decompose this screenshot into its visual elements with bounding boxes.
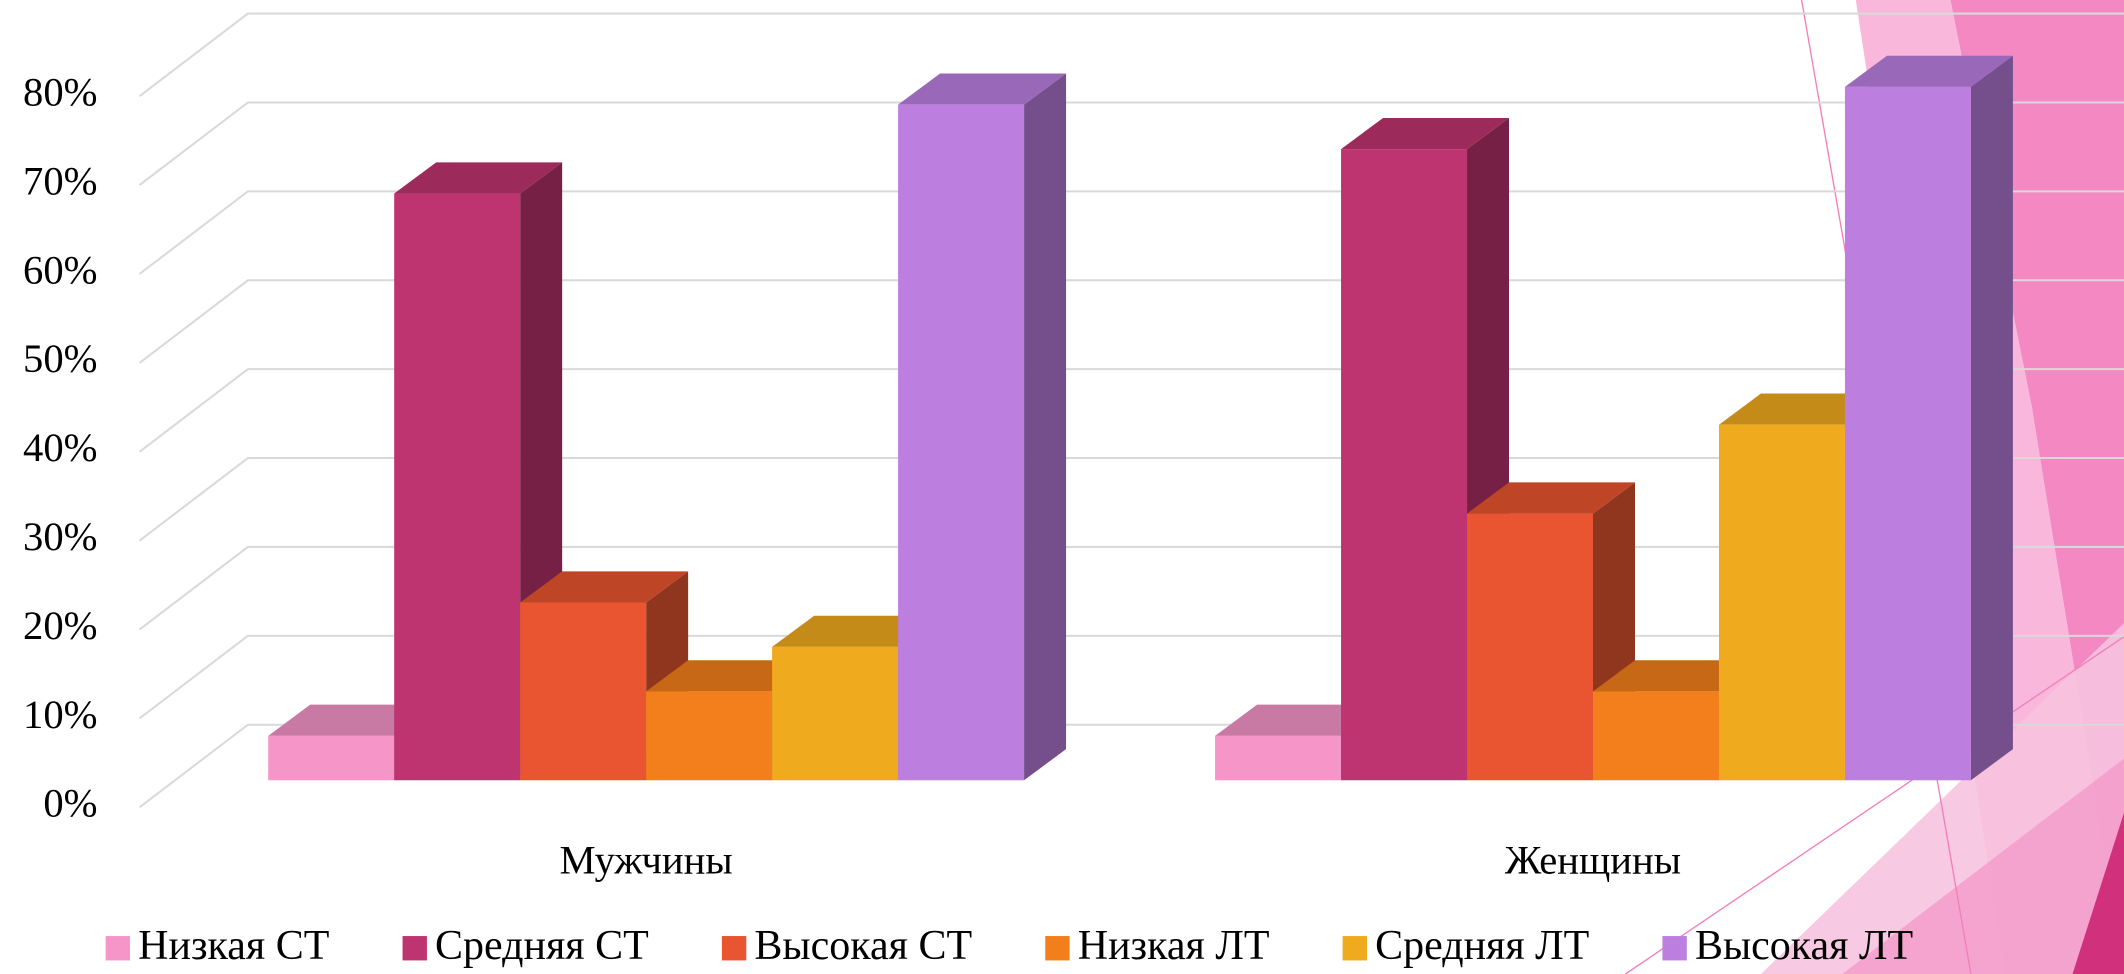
y-tick-label: 80% [23, 70, 97, 115]
bar-top [1467, 482, 1635, 514]
bar [520, 602, 647, 781]
bar-top [1844, 55, 2013, 87]
x-tick-label: Мужчины [560, 838, 733, 883]
grid-line [138, 101, 2124, 186]
bar-top [1215, 704, 1384, 736]
bar [1844, 86, 1971, 781]
y-tick-label: 70% [23, 158, 97, 203]
y-tick-label: 40% [23, 425, 97, 470]
bar-top [520, 571, 689, 603]
bar [1341, 149, 1468, 781]
bar-top [1341, 117, 1510, 150]
x-tick-label: Женщины [1505, 838, 1681, 883]
legend-label: Высокая СТ [754, 923, 972, 969]
legend-swatch [402, 936, 427, 961]
bar [1467, 513, 1593, 781]
grid-line [138, 12, 2124, 98]
y-tick-label: 10% [23, 692, 97, 737]
y-tick-label: 30% [23, 514, 97, 559]
bar [898, 104, 1025, 781]
legend-label: Средняя СТ [435, 923, 649, 969]
legend: Низкая СТ Средняя СТ Высокая СТ Низкая ЛТ Ср… [105, 923, 1913, 969]
bar [772, 646, 899, 781]
legend-label: Низкая СТ [138, 923, 329, 969]
legend-swatch [1342, 936, 1368, 961]
legend-swatch [1662, 936, 1687, 961]
legend-swatch [1045, 936, 1070, 961]
bar [268, 735, 395, 781]
bar-top [394, 162, 563, 194]
bar [394, 193, 521, 781]
bar-top [898, 73, 1067, 105]
labels: 0% 10% 20% 30% 40% 50% 60% 70% 80% Мужчины Женщины [23, 70, 1681, 883]
bar [1215, 735, 1342, 781]
y-tick-label: 60% [23, 247, 97, 292]
legend-swatch [721, 936, 747, 961]
y-tick-label: 50% [23, 336, 97, 381]
bars [268, 55, 2013, 781]
legend-label: Средняя ЛТ [1375, 923, 1589, 969]
legend-label: Высокая ЛТ [1695, 923, 1913, 969]
bar [646, 691, 773, 781]
y-tick-label: 20% [23, 603, 97, 648]
y-tick-label: 0% [43, 781, 97, 826]
legend-label: Низкая ЛТ [1078, 923, 1270, 969]
bar [1593, 691, 1719, 781]
bar [1718, 424, 1845, 781]
legend-swatch [105, 936, 131, 961]
bar-side [1024, 73, 1067, 781]
bar-side [1970, 55, 2013, 781]
